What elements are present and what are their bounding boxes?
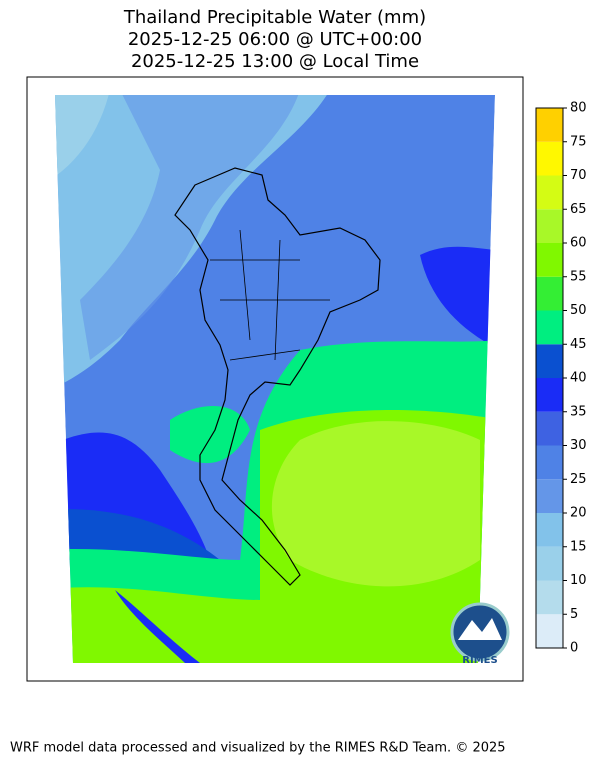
colorbar-tick-label: 30: [570, 438, 587, 453]
logo-mountain: [458, 618, 502, 640]
colorbar-tick-label: 65: [570, 202, 587, 217]
colorbar-segment: [536, 141, 563, 176]
colorbar-segment: [536, 614, 563, 648]
colorbar-tick-label: 70: [570, 168, 587, 183]
logo-text: RIMES: [462, 655, 497, 666]
field-region: [420, 246, 495, 350]
province-borders: [210, 229, 330, 361]
colorbar-tick-label: 25: [570, 472, 587, 487]
field-region: [271, 421, 480, 587]
colorbar-segment: [536, 378, 563, 412]
colorbar-tick-label: 60: [570, 236, 587, 251]
colorbar-segment: [536, 175, 563, 210]
colorbar-segment: [536, 209, 563, 243]
colorbar-tick-label: 15: [570, 539, 587, 554]
colorbar-segment: [536, 546, 563, 581]
colorbar-segment: [536, 411, 563, 446]
colorbar-tick-label: 40: [570, 371, 587, 386]
colorbar-segment: [536, 445, 563, 480]
colorbar-tick-label: 75: [570, 134, 587, 149]
colorbar-segment: [536, 580, 563, 615]
colorbar-segment: [536, 108, 563, 142]
colorbar-tick-label: 0: [570, 641, 578, 656]
colorbar-tick-label: 45: [570, 337, 587, 352]
colorbar-tick-label: 80: [570, 101, 587, 116]
field-region: [55, 587, 260, 663]
title-line: Thailand Precipitable Water (mm): [123, 7, 426, 28]
colorbar-tick-label: 50: [570, 303, 587, 318]
colorbar-segment: [536, 310, 563, 345]
colorbar-tick-label: 55: [570, 269, 587, 284]
colorbar: 0 5 10 15 20 25 30 35 40 45 50 55 60 65 70 75 80: [535, 101, 587, 656]
field-region: [55, 95, 110, 180]
colorbar-tick-label: 5: [570, 607, 578, 622]
colorbar-tick-label: 20: [570, 506, 587, 521]
colorbar-segment: [536, 479, 563, 513]
country-outline: [174, 167, 381, 586]
colorbar-segment: [536, 513, 563, 547]
map-field: [55, 95, 495, 663]
field-region: [80, 95, 300, 360]
footer: WRF model data processed and visualized …: [10, 741, 506, 756]
field-region: [115, 590, 200, 663]
title-line: 2025-12-25 06:00 @ UTC+00:00: [128, 29, 422, 50]
colorbar-segment: [536, 276, 563, 311]
logo: RIMES: [450, 602, 510, 666]
colorbar-tick-label: 35: [570, 404, 587, 419]
colorbar-segment: [536, 344, 563, 378]
colorbar-tick-label: 10: [570, 573, 587, 588]
colorbar-segment: [536, 243, 563, 277]
title-line: 2025-12-25 13:00 @ Local Time: [131, 51, 419, 72]
